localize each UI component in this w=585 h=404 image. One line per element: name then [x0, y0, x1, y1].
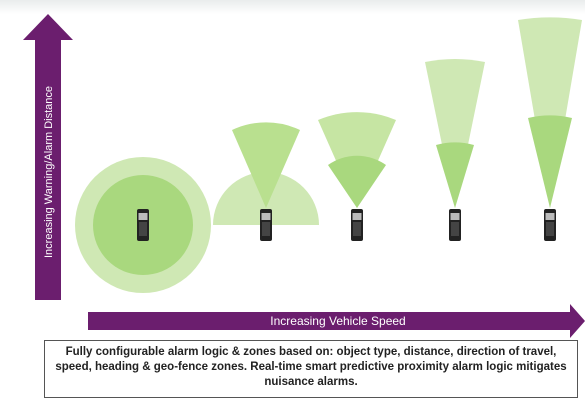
inner-zone — [528, 115, 572, 208]
vehicle — [449, 209, 461, 241]
caption: Fully configurable alarm logic & zones b… — [44, 340, 578, 398]
diagram: Increasing Warning/Alarm Distance Increa… — [0, 0, 585, 404]
x-axis-label: Increasing Vehicle Speed — [270, 314, 405, 328]
y-axis-label: Increasing Warning/Alarm Distance — [43, 86, 55, 258]
zones-graphic: Increasing Warning/Alarm Distance Increa… — [0, 0, 585, 340]
inner-zone — [436, 142, 474, 208]
vehicle — [544, 209, 556, 241]
vehicle — [351, 209, 363, 241]
vehicle — [260, 209, 272, 241]
vehicle — [137, 209, 149, 241]
inner-zone — [328, 156, 386, 208]
